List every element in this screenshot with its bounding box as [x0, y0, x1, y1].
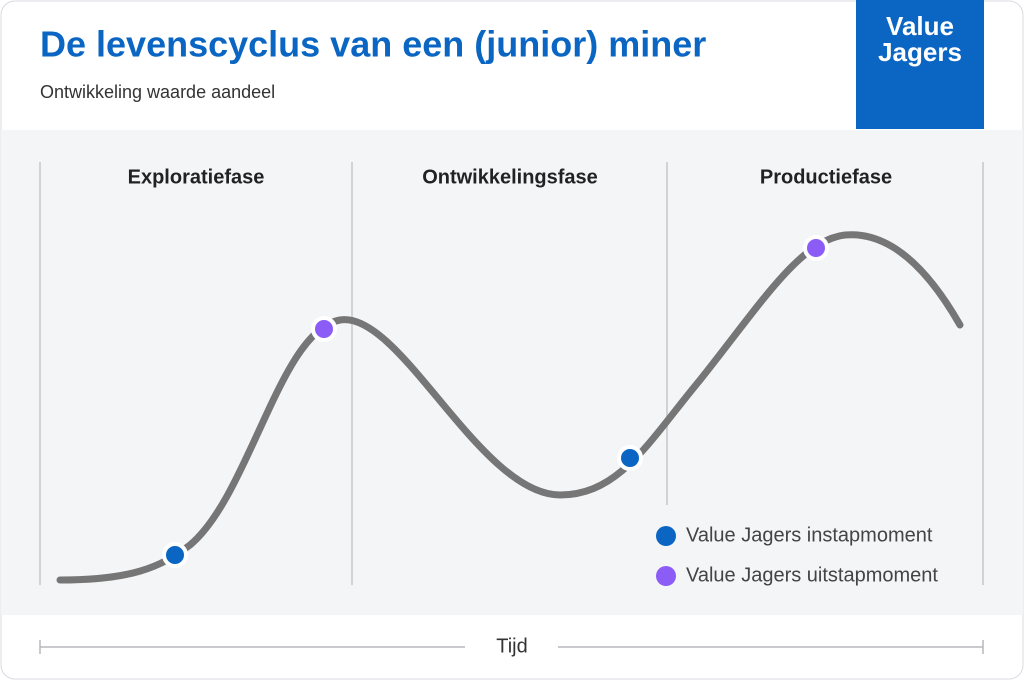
legend-label: Value Jagers instapmoment	[686, 524, 933, 546]
legend: Value Jagers instapmoment Value Jagers ui…	[656, 524, 938, 586]
value-curve	[56, 231, 964, 584]
title: De levenscyclus van een (junior) miner	[40, 24, 706, 65]
entry-point	[617, 445, 643, 471]
legend-label: Value Jagers uitstapmoment	[686, 564, 938, 586]
legend-marker	[656, 526, 676, 546]
phase-label: Ontwikkelingsfase	[422, 166, 598, 188]
axis-label: Tijd	[496, 635, 527, 657]
legend-marker	[656, 566, 676, 586]
logo-text: Value	[886, 11, 954, 41]
logo-text: Jagers	[878, 37, 962, 67]
phase-label: Exploratiefase	[128, 166, 265, 188]
phase-label: Productiefase	[760, 166, 892, 188]
entry-point	[162, 542, 188, 568]
logo	[856, 0, 984, 129]
plot-area	[1, 130, 1023, 615]
exit-point	[311, 316, 337, 342]
subtitle: Ontwikkeling waarde aandeel	[40, 82, 275, 102]
exit-point	[803, 235, 829, 261]
